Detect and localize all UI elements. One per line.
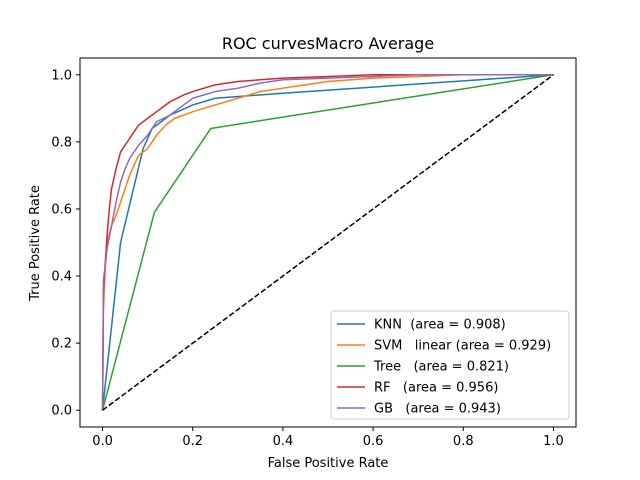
y-axis-label: True Positive Rate [28, 185, 43, 302]
x-tick-label: 0.4 [273, 434, 294, 449]
x-axis-ticks: 0.0 0.2 0.4 0.6 0.8 1.0 [92, 427, 564, 449]
y-tick-label: 0.8 [51, 135, 72, 150]
legend-label: RF (area = 0.956) [374, 381, 498, 396]
legend-label: GB (area = 0.943) [374, 402, 501, 417]
y-tick-label: 0.2 [51, 337, 72, 352]
legend: KNN (area = 0.908) SVM linear (area = 0.9… [330, 310, 570, 420]
chart-title: ROC curvesMacro Average [222, 34, 434, 53]
x-axis-label: False Positive Rate [268, 456, 389, 471]
reference-line-group [102, 74, 554, 411]
x-tick-label: 0.8 [453, 434, 474, 449]
y-tick-label: 1.0 [51, 68, 72, 83]
y-tick-label: 0.4 [51, 270, 72, 285]
y-tick-label: 0.6 [51, 202, 72, 217]
legend-label: KNN (area = 0.908) [374, 318, 506, 333]
series-line-3 [101, 74, 554, 411]
x-tick-label: 0.2 [182, 434, 203, 449]
x-tick-label: 0.0 [92, 434, 113, 449]
curves-group [101, 74, 554, 411]
chance-reference-line [102, 74, 554, 411]
legend-items: KNN (area = 0.908) SVM linear (area = 0.9… [337, 318, 551, 417]
legend-box [330, 310, 570, 420]
series-line-4 [101, 74, 554, 411]
legend-label: Tree (area = 0.821) [373, 360, 509, 375]
y-axis-ticks: 0.0 0.2 0.4 0.6 0.8 1.0 [51, 68, 80, 419]
series-line-2 [101, 74, 554, 411]
legend-label: SVM linear (area = 0.929) [374, 339, 551, 354]
x-tick-label: 1.0 [543, 434, 564, 449]
plot-area [79, 57, 577, 428]
y-tick-label: 0.0 [51, 404, 72, 419]
axes-frame [79, 57, 577, 428]
x-tick-label: 0.6 [363, 434, 384, 449]
series-line-1 [101, 74, 554, 411]
